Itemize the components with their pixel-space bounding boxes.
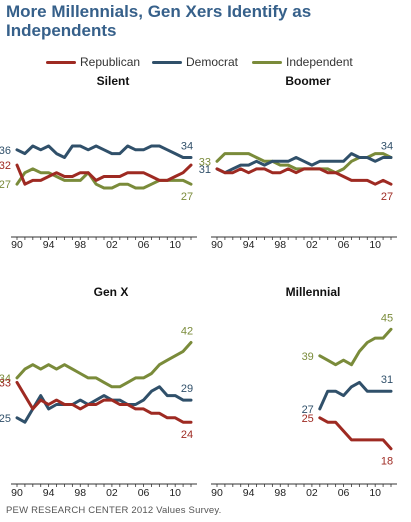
data-label-start-democrat: 36 bbox=[0, 145, 11, 157]
legend-label-republican: Republican bbox=[80, 55, 141, 69]
data-label-start-democrat: 31 bbox=[199, 164, 211, 176]
data-label-end-independent: 27 bbox=[181, 191, 193, 203]
x-tick-label: 02 bbox=[106, 239, 118, 251]
data-label-end-independent: 42 bbox=[181, 326, 193, 338]
chart-title-boomer: Boomer bbox=[285, 74, 331, 88]
legend-label-democrat: Democrat bbox=[186, 55, 239, 69]
data-label-start-democrat: 27 bbox=[302, 404, 314, 416]
x-tick-label: 98 bbox=[74, 487, 86, 499]
series-line-republican bbox=[15, 163, 193, 186]
chart-title-gen-x: Gen X bbox=[94, 285, 129, 299]
page-title: More Millennials, Gen Xers Identify as I… bbox=[6, 2, 312, 40]
x-tick-label: 98 bbox=[274, 487, 286, 499]
x-tick-label: 94 bbox=[243, 239, 255, 251]
x-tick-label: 06 bbox=[338, 487, 350, 499]
x-tick-label: 10 bbox=[369, 239, 381, 251]
series-line-independent bbox=[15, 341, 193, 389]
chart-title-millennial: Millennial bbox=[286, 285, 341, 299]
data-label-start-independent: 27 bbox=[0, 179, 11, 191]
series-line-republican bbox=[15, 380, 193, 424]
x-tick-label: 94 bbox=[43, 487, 55, 499]
series-line-democrat bbox=[215, 152, 393, 175]
data-label-end-republican: 24 bbox=[181, 429, 193, 441]
legend-label-independent: Independent bbox=[286, 55, 353, 69]
x-tick-label: 94 bbox=[43, 239, 55, 251]
data-label-start-independent: 33 bbox=[199, 156, 211, 168]
x-tick-label: 90 bbox=[211, 487, 223, 499]
data-label-start-independent: 39 bbox=[302, 351, 314, 363]
x-tick-label: 06 bbox=[338, 239, 350, 251]
data-label-end-republican: 18 bbox=[381, 456, 393, 468]
chart-panel-millennial: Millennial 90 94 98 02 06 10 39 45 27 31 25 18 bbox=[211, 285, 397, 499]
x-tick-label: 02 bbox=[106, 487, 118, 499]
series-line-democrat bbox=[15, 144, 193, 159]
chart-title-silent: Silent bbox=[97, 74, 130, 88]
x-tick-label: 90 bbox=[11, 487, 23, 499]
source-footer: PEW RESEARCH CENTER 2012 Values Survey. bbox=[6, 505, 222, 516]
data-label-start-independent: 34 bbox=[0, 373, 11, 385]
data-label-end-democrat: 31 bbox=[381, 374, 393, 386]
series-line-republican bbox=[215, 167, 393, 186]
x-tick-label: 90 bbox=[211, 239, 223, 251]
x-tick-label: 90 bbox=[11, 239, 23, 251]
data-label-start-republican: 25 bbox=[302, 413, 314, 425]
chart-panel-gen-x: Gen X 90 94 98 02 06 10 34 42 25 29 33 24 bbox=[0, 285, 197, 499]
legend-swatch-republican bbox=[46, 61, 76, 64]
x-tick-label: 02 bbox=[306, 239, 318, 251]
x-tick-label: 02 bbox=[306, 487, 318, 499]
series-line-independent bbox=[318, 327, 393, 367]
series-line-republican bbox=[318, 416, 393, 451]
data-label-start-republican: 33 bbox=[0, 377, 11, 389]
legend-swatch-democrat bbox=[152, 61, 182, 64]
x-tick-label: 06 bbox=[138, 239, 150, 251]
data-label-end-republican: 27 bbox=[381, 191, 393, 203]
data-label-end-independent: 45 bbox=[381, 312, 393, 324]
data-label-start-democrat: 25 bbox=[0, 413, 11, 425]
charts-area: Silent 90 94 98 02 06 10 27 27 36 34 32 Boomer 90 94 98… bbox=[0, 74, 397, 499]
data-label-end-democrat: 34 bbox=[381, 140, 393, 152]
legend-swatch-independent bbox=[252, 61, 282, 64]
x-tick-label: 94 bbox=[243, 487, 255, 499]
x-tick-label: 10 bbox=[169, 487, 181, 499]
x-tick-label: 98 bbox=[74, 239, 86, 251]
data-label-end-democrat: 29 bbox=[181, 383, 193, 395]
series-line-democrat bbox=[318, 380, 393, 411]
chart-panel-silent: Silent 90 94 98 02 06 10 27 27 36 34 32 bbox=[0, 74, 197, 251]
x-tick-label: 06 bbox=[138, 487, 150, 499]
x-tick-label: 10 bbox=[169, 239, 181, 251]
data-label-start-republican: 32 bbox=[0, 160, 11, 172]
data-label-end-democrat: 34 bbox=[181, 140, 193, 152]
x-tick-label: 10 bbox=[369, 487, 381, 499]
x-tick-label: 98 bbox=[274, 239, 286, 251]
